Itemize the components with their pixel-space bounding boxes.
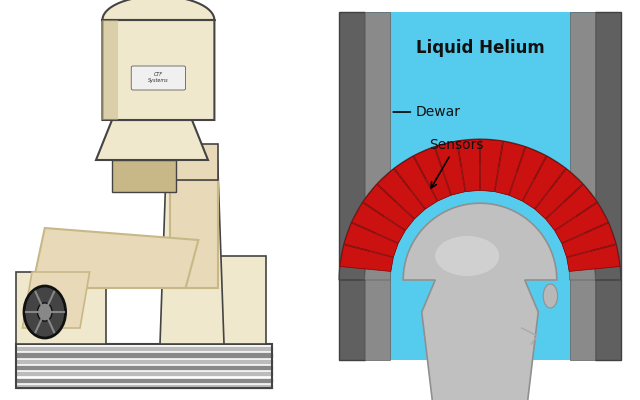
Polygon shape [394, 156, 437, 209]
Polygon shape [595, 12, 621, 360]
Polygon shape [134, 144, 218, 180]
Polygon shape [435, 141, 465, 195]
Polygon shape [458, 139, 479, 192]
Polygon shape [546, 184, 597, 230]
Polygon shape [495, 141, 525, 195]
Text: Sensors: Sensors [429, 138, 483, 188]
Circle shape [38, 303, 52, 321]
Polygon shape [481, 139, 502, 192]
Polygon shape [339, 139, 621, 280]
FancyBboxPatch shape [131, 66, 186, 90]
Ellipse shape [543, 284, 557, 308]
Polygon shape [102, 20, 118, 120]
Polygon shape [102, 0, 214, 120]
Polygon shape [390, 12, 570, 360]
Text: Liquid Helium: Liquid Helium [415, 39, 545, 57]
Circle shape [24, 286, 66, 338]
Polygon shape [523, 156, 566, 209]
Polygon shape [562, 223, 616, 257]
Polygon shape [555, 203, 608, 243]
Polygon shape [414, 147, 451, 201]
Polygon shape [112, 160, 176, 192]
Text: Dewar: Dewar [393, 105, 461, 119]
Polygon shape [96, 120, 208, 160]
FancyBboxPatch shape [16, 272, 106, 344]
FancyBboxPatch shape [192, 256, 266, 344]
Polygon shape [570, 12, 595, 360]
Polygon shape [32, 228, 198, 288]
Polygon shape [160, 160, 224, 344]
Ellipse shape [435, 236, 499, 276]
Polygon shape [365, 165, 595, 280]
Polygon shape [22, 272, 90, 328]
Polygon shape [340, 245, 393, 272]
Polygon shape [170, 180, 218, 288]
Polygon shape [363, 184, 414, 230]
Polygon shape [365, 12, 390, 360]
Text: CTF
Systems: CTF Systems [148, 72, 169, 83]
Polygon shape [352, 203, 405, 243]
Polygon shape [570, 12, 595, 360]
Polygon shape [344, 223, 398, 257]
Polygon shape [509, 147, 546, 201]
Polygon shape [339, 12, 365, 360]
Polygon shape [567, 245, 620, 272]
Polygon shape [365, 12, 390, 360]
Polygon shape [390, 190, 570, 280]
Polygon shape [377, 169, 425, 219]
Polygon shape [535, 169, 583, 219]
Polygon shape [403, 203, 557, 400]
